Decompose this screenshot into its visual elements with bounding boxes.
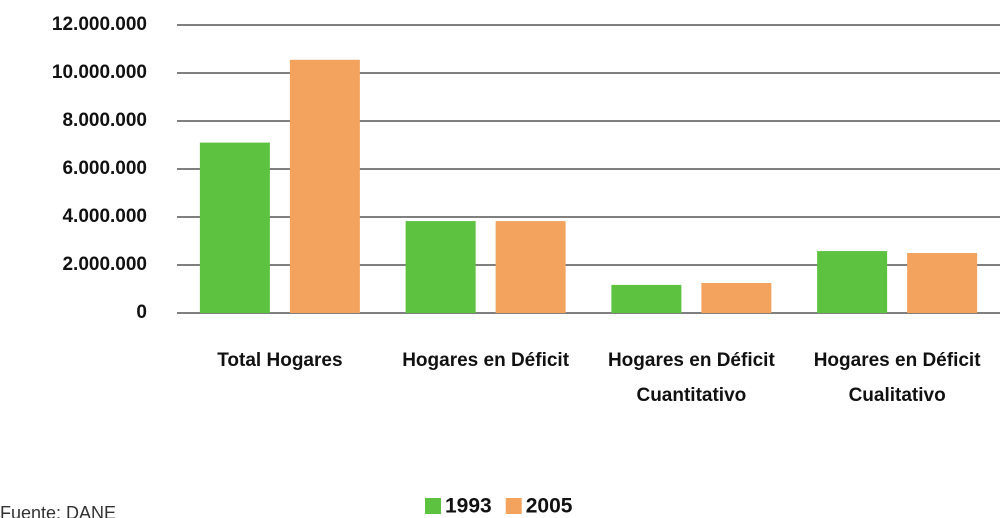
bar [817, 251, 888, 313]
bar [495, 221, 566, 313]
x-tick-label: Hogares en Déficit Cuantitativo [607, 350, 775, 406]
y-tick-label: 12.000.000 [52, 14, 147, 35]
x-tick-label: Total Hogares [217, 350, 343, 371]
bar [289, 59, 360, 313]
legend-swatch [425, 498, 441, 514]
bar [907, 253, 978, 313]
y-tick-label: 8.000.000 [62, 110, 147, 131]
bar [199, 142, 270, 313]
legend-label: 2005 [526, 495, 573, 518]
y-tick-label: 6.000.000 [62, 158, 147, 179]
source-note: Fuente: DANE [0, 503, 116, 518]
legend-swatch [505, 498, 522, 514]
legend-label: 1993 [445, 495, 492, 518]
bar [405, 221, 476, 313]
bar [701, 283, 772, 313]
bar [611, 284, 682, 313]
y-tick-label: 0 [136, 302, 147, 323]
y-tick-label: 10.000.000 [52, 62, 147, 83]
y-tick-label: 2.000.000 [62, 254, 147, 275]
x-tick-label: Hogares en Déficit Cualitativo [813, 350, 981, 406]
x-tick-label: Hogares en Déficit [402, 350, 570, 371]
y-tick-label: 4.000.000 [62, 206, 147, 227]
